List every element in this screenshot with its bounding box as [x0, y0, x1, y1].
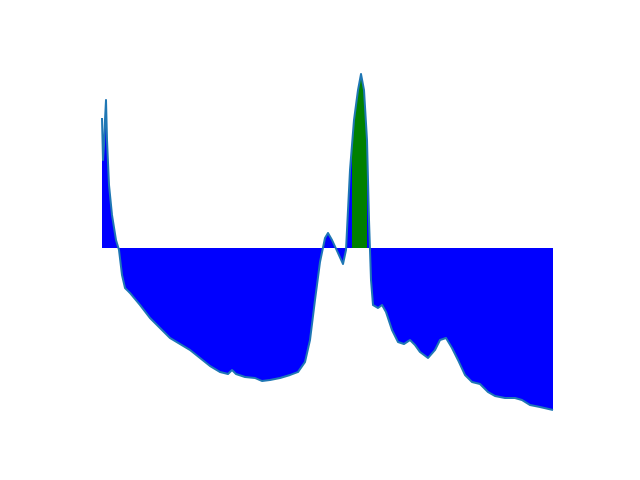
- area-fill: [102, 74, 553, 410]
- highlight-fill: [352, 74, 367, 248]
- line: [101, 73, 554, 411]
